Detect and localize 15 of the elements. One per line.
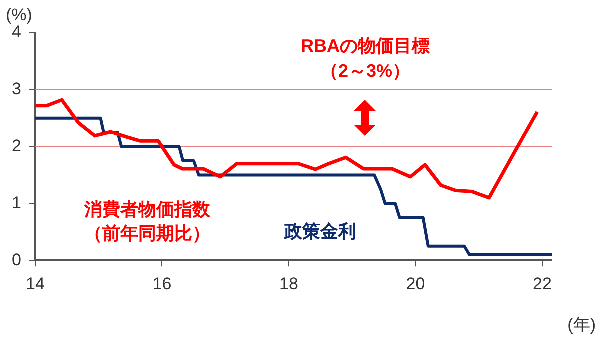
series-label: 消費者物価指数（前年同期比） [83,200,212,244]
x-tick-label: 22 [533,274,552,294]
series-label: 政策金利 [283,222,356,242]
y-tick-label: 4 [12,22,22,42]
y-axis-title: (%) [6,6,32,25]
x-tick-label: 16 [152,274,172,294]
x-axis-title: (年) [568,316,596,335]
x-tick-label: 20 [406,274,426,294]
annotation: RBAの物価目標（2～3%） [300,36,430,81]
x-tick-label: 14 [26,274,45,294]
y-tick-label: 1 [12,193,22,212]
y-tick-label: 2 [12,136,22,156]
y-tick-label: 0 [12,250,22,270]
y-tick-label: 3 [12,80,22,99]
x-tick-label: 18 [280,274,298,294]
